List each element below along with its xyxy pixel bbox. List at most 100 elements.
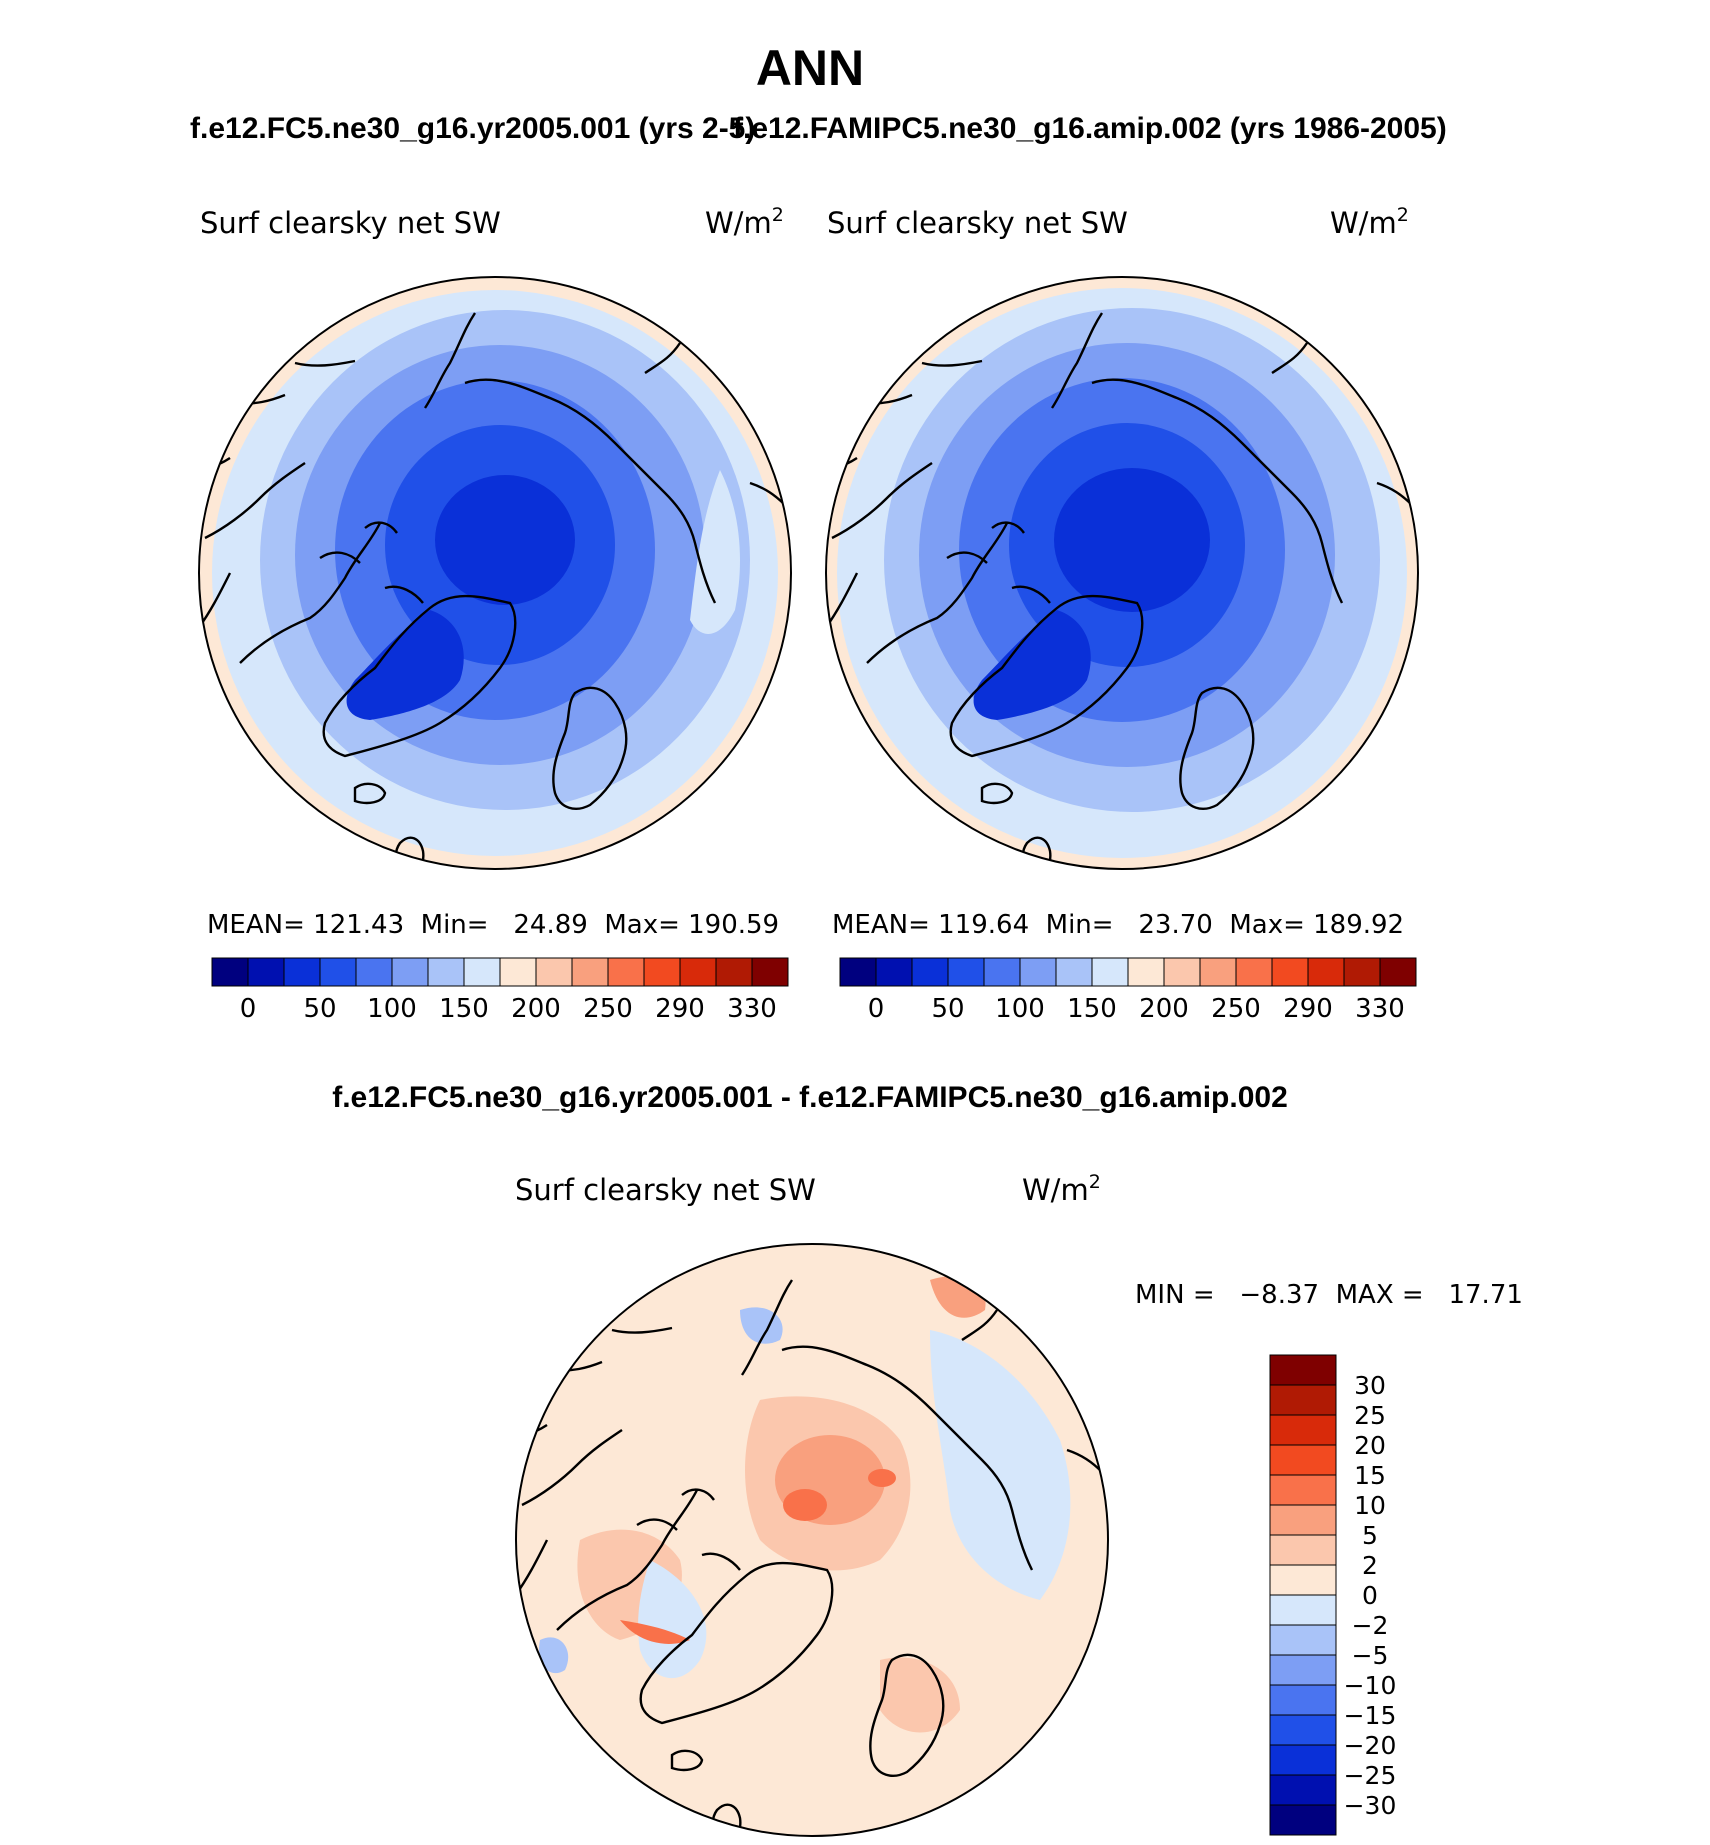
colorbar-tick-label: −2 xyxy=(1352,1611,1389,1640)
colorbar-swatch xyxy=(535,957,573,987)
left-map-border xyxy=(198,276,792,870)
colorbar-tick-label: 250 xyxy=(1211,994,1261,1024)
colorbar-swatch xyxy=(1163,957,1201,987)
colorbar-swatch xyxy=(1269,1804,1337,1836)
left-stats: MEAN= 121.43 Min= 24.89 Max= 190.59 xyxy=(207,910,779,940)
colorbar-swatch xyxy=(1269,1414,1337,1446)
colorbar-swatch xyxy=(427,957,465,987)
colorbar-swatch xyxy=(1127,957,1165,987)
colorbar-swatch xyxy=(1269,1774,1337,1806)
colorbar-swatch xyxy=(1055,957,1093,987)
diff-units-label: W/m2 xyxy=(1022,1171,1101,1207)
colorbar-tick-label: −5 xyxy=(1352,1641,1389,1670)
difference-title: f.e12.FC5.ne30_g16.yr2005.001 - f.e12.FA… xyxy=(332,1081,1288,1114)
left-polar-map xyxy=(199,277,791,869)
colorbar-swatch xyxy=(211,957,249,987)
colorbar-tick-label: −25 xyxy=(1344,1761,1397,1790)
colorbar-tick-label: 200 xyxy=(511,994,561,1024)
diff-stats: MIN = −8.37 MAX = 17.71 xyxy=(1135,1280,1523,1310)
difference-polar-map xyxy=(516,1244,1108,1836)
diff-variable-label: Surf clearsky net SW xyxy=(515,1173,816,1207)
colorbar-swatch xyxy=(1269,1744,1337,1776)
colorbar-swatch xyxy=(875,957,913,987)
colorbar-swatch xyxy=(1307,957,1345,987)
colorbar-tick-label: 50 xyxy=(303,994,336,1024)
figure-title: ANN xyxy=(756,40,864,96)
colorbar-swatch xyxy=(1269,1444,1337,1476)
colorbar-swatch xyxy=(283,957,321,987)
colorbar-swatch xyxy=(1269,1354,1337,1386)
right-variable-label: Surf clearsky net SW xyxy=(827,206,1128,240)
colorbar-swatch xyxy=(1269,1714,1337,1746)
colorbar-swatch xyxy=(839,957,877,987)
colorbar-swatch xyxy=(1019,957,1057,987)
colorbar-swatch xyxy=(1091,957,1129,987)
colorbar-tick-label: −20 xyxy=(1344,1731,1397,1760)
colorbar-tick-label: 330 xyxy=(727,994,777,1024)
colorbar-tick-label: 0 xyxy=(240,994,257,1024)
colorbar-swatch xyxy=(1269,1654,1337,1686)
colorbar-tick-label: 10 xyxy=(1354,1491,1386,1520)
colorbar-tick-label: 330 xyxy=(1355,994,1405,1024)
left-run-title: f.e12.FC5.ne30_g16.yr2005.001 (yrs 2-5) xyxy=(190,112,755,145)
colorbar-tick-label: −10 xyxy=(1344,1671,1397,1700)
right-colorbar xyxy=(839,957,1417,987)
colorbar-swatch xyxy=(1343,957,1381,987)
colorbar-swatch xyxy=(751,957,789,987)
colorbar-tick-label: 0 xyxy=(1362,1581,1378,1610)
colorbar-swatch xyxy=(1235,957,1273,987)
colorbar-swatch xyxy=(463,957,501,987)
colorbar-swatch xyxy=(607,957,645,987)
colorbar-swatch xyxy=(715,957,753,987)
colorbar-tick-label: 5 xyxy=(1362,1521,1378,1550)
difference-panel: f.e12.FC5.ne30_g16.yr2005.001 - f.e12.FA… xyxy=(332,1081,1523,1837)
colorbar-tick-label: 2 xyxy=(1362,1551,1378,1580)
colorbar-swatch xyxy=(1269,1474,1337,1506)
colorbar-tick-label: 15 xyxy=(1354,1461,1386,1490)
colorbar-tick-label: 150 xyxy=(1067,994,1117,1024)
colorbar-swatch xyxy=(1379,957,1417,987)
right-polar-map xyxy=(826,277,1418,869)
colorbar-tick-label: 250 xyxy=(583,994,633,1024)
colorbar-tick-label: 150 xyxy=(439,994,489,1024)
left-panel: Surf clearsky net SW W/m2 MEAN= 121.43 M… xyxy=(198,204,792,1024)
colorbar-tick-label: −30 xyxy=(1344,1791,1397,1820)
left-variable-label: Surf clearsky net SW xyxy=(200,206,501,240)
colorbar-tick-label: 30 xyxy=(1354,1371,1386,1400)
colorbar-tick-label: 25 xyxy=(1354,1401,1386,1430)
colorbar-tick-label: 200 xyxy=(1139,994,1189,1024)
colorbar-tick-label: 50 xyxy=(931,994,964,1024)
colorbar-swatch xyxy=(355,957,393,987)
diff-colorbar xyxy=(1269,1354,1337,1836)
colorbar-tick-label: 0 xyxy=(868,994,885,1024)
colorbar-swatch xyxy=(679,957,717,987)
right-stats: MEAN= 119.64 Min= 23.70 Max= 189.92 xyxy=(832,910,1404,940)
diff-map-border xyxy=(515,1243,1109,1837)
colorbar-swatch xyxy=(247,957,285,987)
right-run-title: f.e12.FAMIPC5.ne30_g16.amip.002 (yrs 198… xyxy=(733,112,1447,145)
colorbar-swatch xyxy=(499,957,537,987)
left-colorbar-labels: 0 50 100 150 200 250 290 330 xyxy=(240,994,777,1024)
colorbar-tick-label: 20 xyxy=(1354,1431,1386,1460)
colorbar-swatch xyxy=(911,957,949,987)
colorbar-swatch xyxy=(1199,957,1237,987)
colorbar-tick-label: 100 xyxy=(367,994,417,1024)
colorbar-swatch xyxy=(983,957,1021,987)
colorbar-tick-label: 100 xyxy=(995,994,1045,1024)
left-units-label: W/m2 xyxy=(705,204,784,240)
colorbar-swatch xyxy=(1269,1684,1337,1716)
right-units-label: W/m2 xyxy=(1330,204,1409,240)
colorbar-swatch xyxy=(1269,1594,1337,1626)
colorbar-swatch xyxy=(391,957,429,987)
colorbar-swatch xyxy=(947,957,985,987)
colorbar-swatch xyxy=(1269,1534,1337,1566)
right-map-border xyxy=(825,276,1419,870)
colorbar-tick-label: −15 xyxy=(1344,1701,1397,1730)
colorbar-swatch xyxy=(643,957,681,987)
colorbar-tick-label: 290 xyxy=(1283,994,1333,1024)
colorbar-swatch xyxy=(319,957,357,987)
colorbar-swatch xyxy=(571,957,609,987)
left-colorbar xyxy=(211,957,789,987)
